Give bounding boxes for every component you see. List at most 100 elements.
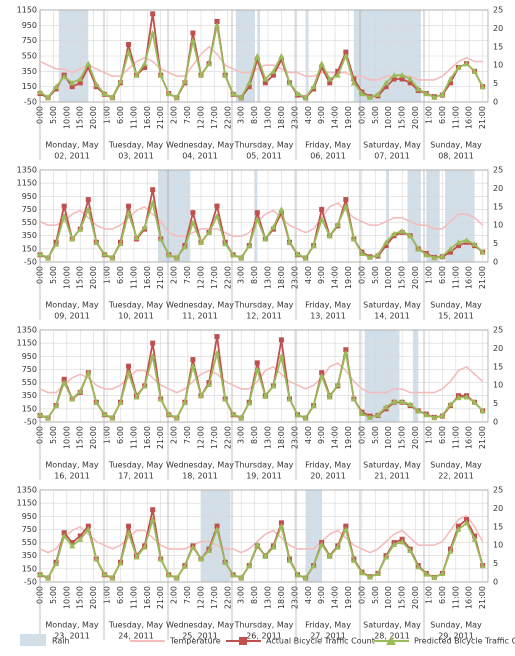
actual-marker [472,533,478,539]
day-label: 25, 2011 [182,632,218,641]
day-label: 10, 2011 [118,312,154,321]
x-tick-label: 12:00 [196,106,205,129]
y-tick-label: -50 [24,98,37,107]
predicted-marker [407,547,414,553]
predicted-marker [173,94,180,100]
predicted-marker [286,396,293,402]
day-label: Thursday, May [234,621,294,630]
x-tick-label: 17:00 [210,586,219,609]
predicted-marker [125,529,132,536]
predicted-marker [302,254,309,261]
actual-marker [214,19,220,24]
actual-marker [77,533,83,539]
predicted-marker [85,369,92,376]
predicted-marker [53,560,60,567]
y-tick-label: 550 [22,52,37,61]
legend-label: Actual Bicycle Traffic Count [266,637,375,646]
predicted-marker [262,393,269,399]
day-label: Wednesday, May [166,461,234,470]
x-tick-label: 21:00 [478,266,487,289]
day-label: 07, 2011 [374,152,410,161]
day-label: 03, 2011 [118,152,154,161]
x-tick-label: 20:00 [411,266,420,289]
x-tick-label: 23:00 [290,426,299,449]
predicted-marker [214,526,221,532]
day-label: 17, 2011 [118,472,154,481]
x-tick-label: 10:00 [62,426,71,449]
actual-marker [270,72,276,78]
predicted-marker [399,72,406,78]
predicted-marker [326,232,333,239]
actual-marker [246,84,252,90]
predicted-marker [165,251,172,258]
actual-marker [150,11,156,17]
predicted-marker [37,251,43,257]
x-tick-label: 19:00 [344,106,353,129]
predicted-marker [230,251,237,258]
predicted-marker [270,68,277,74]
predicted-marker [294,251,301,257]
y-tick-label: 150 [22,82,37,91]
x-tick-label: 5:00 [49,426,58,444]
predicted-marker [181,563,188,569]
day-label: Tuesday, May [108,461,163,470]
x-tick-label: 2:00 [170,106,179,124]
x-tick-label: 8:00 [250,266,259,284]
actual-marker [262,80,268,86]
predicted-marker [69,236,76,242]
predicted-marker [447,245,454,252]
predicted-marker [350,236,357,242]
predicted-marker [358,410,365,416]
x-tick-label: 5:00 [371,106,380,124]
predicted-marker [391,398,398,405]
predicted-marker [262,553,269,559]
predicted-marker [93,81,100,87]
actual-marker [278,520,284,526]
actual-marker [150,340,156,346]
day-label: Wednesday, May [166,621,234,630]
x-tick-label: 10:00 [384,426,393,449]
predicted-marker [310,562,317,569]
y2-tick-label: 25 [493,486,503,495]
y-tick-label: 1150 [17,179,37,188]
predicted-marker [415,407,422,414]
predicted-marker [479,562,486,569]
predicted-marker [125,369,132,376]
predicted-marker [173,414,180,421]
predicted-marker [415,85,422,92]
day-label: Sunday, May [430,141,482,150]
predicted-marker [358,569,365,576]
x-tick-label: 16:00 [465,266,474,289]
predicted-marker [181,243,188,250]
day-label: Tuesday, May [108,301,163,310]
x-tick-label: 8:00 [250,106,259,124]
y-tick-label: 350 [22,551,37,560]
predicted-marker [350,79,357,86]
predicted-marker [431,574,438,580]
predicted-marker [157,556,164,562]
day-label: Monday, May [45,461,98,470]
predicted-marker [246,562,253,569]
predicted-marker [471,68,478,74]
actual-marker [150,507,156,513]
predicted-marker [109,254,116,261]
day-label: Friday, May [305,461,351,470]
predicted-marker [383,554,390,560]
actual-marker [190,30,196,36]
actual-marker [190,357,196,363]
x-tick-label: 18:00 [277,586,286,609]
actual-marker [126,523,132,529]
predicted-marker [455,526,462,532]
rain-band [305,490,322,582]
predicted-marker [45,254,52,261]
day-label: Sunday, May [430,621,482,630]
x-tick-label: 7:00 [183,106,192,124]
legend: Rain Temperature Actual Bicycle Traffic … [20,634,515,646]
predicted-marker [383,239,390,245]
x-tick-label: 21:00 [156,586,165,609]
predicted-marker [358,250,365,256]
predicted-marker [85,60,92,67]
x-tick-label: 3:00 [237,106,246,124]
y2-tick-label: 0 [493,418,498,427]
predicted-marker [93,239,100,245]
